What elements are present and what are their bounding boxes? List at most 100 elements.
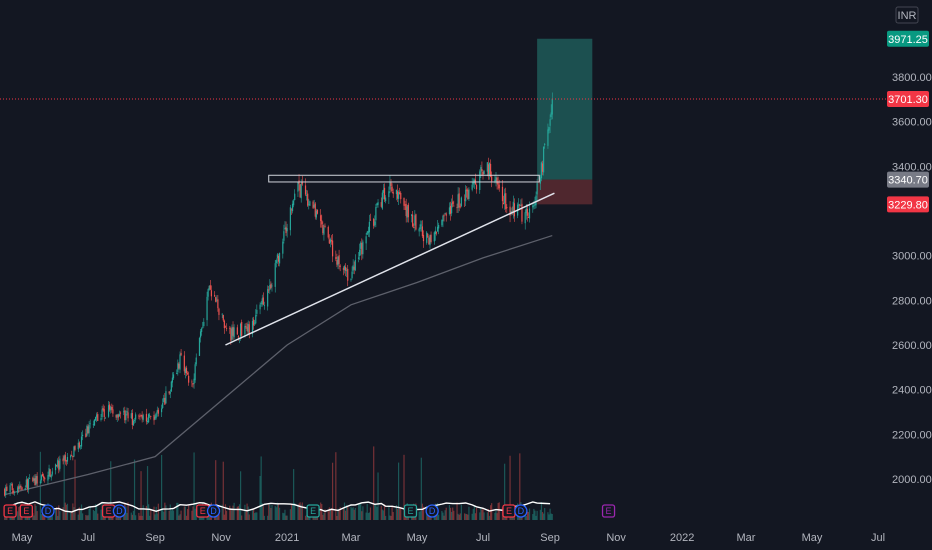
candle-body — [188, 375, 190, 383]
volume-bar — [442, 512, 444, 520]
candle-body — [316, 209, 319, 214]
candle-body — [323, 227, 325, 235]
candle-body — [133, 420, 136, 421]
event-marker[interactable]: E — [306, 504, 320, 518]
volume-bar — [255, 512, 257, 520]
volume-bar — [78, 507, 80, 520]
candle-body — [236, 327, 238, 335]
volume-bar — [465, 513, 467, 520]
event-marker[interactable]: E — [3, 504, 17, 518]
event-marker[interactable]: E — [502, 504, 516, 518]
volume-bar — [421, 503, 424, 520]
event-marker[interactable]: D — [425, 504, 439, 518]
candle-body — [452, 201, 454, 205]
candle-body — [33, 478, 35, 481]
candle-body — [368, 221, 370, 233]
volume-bar — [464, 513, 466, 520]
volume-bar — [350, 506, 352, 520]
candle-body — [388, 191, 390, 198]
volume-bar — [139, 515, 141, 520]
candle-body — [100, 418, 102, 420]
position-zones — [537, 38, 593, 205]
volume-bar — [73, 507, 75, 520]
candle-body — [347, 268, 349, 281]
candle-body — [97, 414, 99, 421]
candle-body — [414, 215, 416, 226]
candle-body — [374, 221, 376, 226]
event-glyph: E — [23, 506, 29, 516]
candle-body — [438, 225, 440, 229]
candle-body — [261, 298, 263, 305]
volume-bar — [183, 506, 185, 520]
candle-body — [233, 327, 235, 338]
price-tag-entry: 3340.70 — [887, 171, 929, 188]
volume-bar — [359, 503, 361, 520]
candle-body — [224, 326, 227, 328]
volume-bar — [132, 510, 135, 520]
candle-body — [331, 240, 334, 257]
x-tick-label: Jul — [476, 532, 490, 544]
candle-body — [179, 354, 181, 370]
volume-bar — [138, 512, 140, 520]
volume-bar — [480, 507, 482, 520]
volume-bar — [300, 504, 302, 520]
event-marker[interactable]: D — [206, 504, 221, 518]
candle-body — [80, 436, 83, 447]
event-marker[interactable]: D — [514, 504, 528, 518]
event-glyph: E — [310, 506, 316, 516]
event-glyph: E — [606, 506, 612, 516]
currency-label[interactable]: INR — [895, 6, 919, 24]
event-marker[interactable]: E — [19, 504, 33, 518]
candle-body — [70, 455, 72, 458]
candle-body — [512, 201, 514, 214]
volume-bar — [456, 502, 458, 520]
candle-body — [92, 424, 95, 426]
volume-bar — [208, 512, 210, 520]
volume-bar — [426, 511, 428, 520]
volume-bar — [344, 510, 347, 520]
volume-bar — [304, 515, 307, 520]
candle-body — [519, 204, 521, 206]
volume-bar — [479, 512, 481, 520]
event-marker[interactable]: E — [601, 504, 616, 518]
volume-bar — [247, 506, 249, 520]
candle-body — [256, 309, 258, 314]
event-marker[interactable]: D — [41, 504, 55, 518]
candle-body — [526, 208, 528, 216]
currency-text: INR — [898, 10, 917, 22]
volume-bar — [504, 463, 506, 520]
candle-body — [130, 413, 132, 419]
volume-bar — [396, 508, 399, 520]
resistance-box[interactable] — [268, 174, 540, 183]
volume-bar — [466, 513, 468, 520]
candle-body — [504, 193, 506, 204]
time-axis[interactable]: May Jul Sep Nov 2021 Mar May Jul Sep Nov 2022 Mar Ma… — [12, 532, 885, 544]
candle-body — [217, 299, 219, 309]
candle-body — [521, 203, 523, 222]
price-axis[interactable]: 3800.00 3600.00 3400.00 3000.00 2800.00 2600.… — [892, 72, 932, 486]
candle-body — [104, 417, 106, 419]
volume-bar — [221, 504, 223, 520]
volume-bar — [238, 504, 241, 520]
candle-body — [123, 411, 125, 413]
candle-body — [87, 426, 89, 434]
volume-bar — [453, 510, 455, 520]
event-marker[interactable]: E — [403, 504, 418, 518]
volume-bar — [256, 512, 258, 520]
volume-bar — [82, 513, 84, 520]
event-glyph: E — [200, 506, 206, 516]
volume-bar — [263, 515, 266, 520]
volume-bar — [543, 513, 545, 520]
volume-bar — [165, 505, 167, 520]
candle-body — [385, 197, 387, 202]
event-marker[interactable]: D — [112, 504, 127, 518]
volume-bar — [93, 511, 96, 520]
volume-bar — [169, 504, 171, 520]
volume-bar — [535, 515, 537, 520]
trendline[interactable] — [225, 192, 555, 346]
volume-bar — [186, 509, 189, 520]
candle-body — [543, 146, 545, 173]
volume-bar — [269, 504, 271, 520]
volume-bar — [180, 510, 182, 520]
